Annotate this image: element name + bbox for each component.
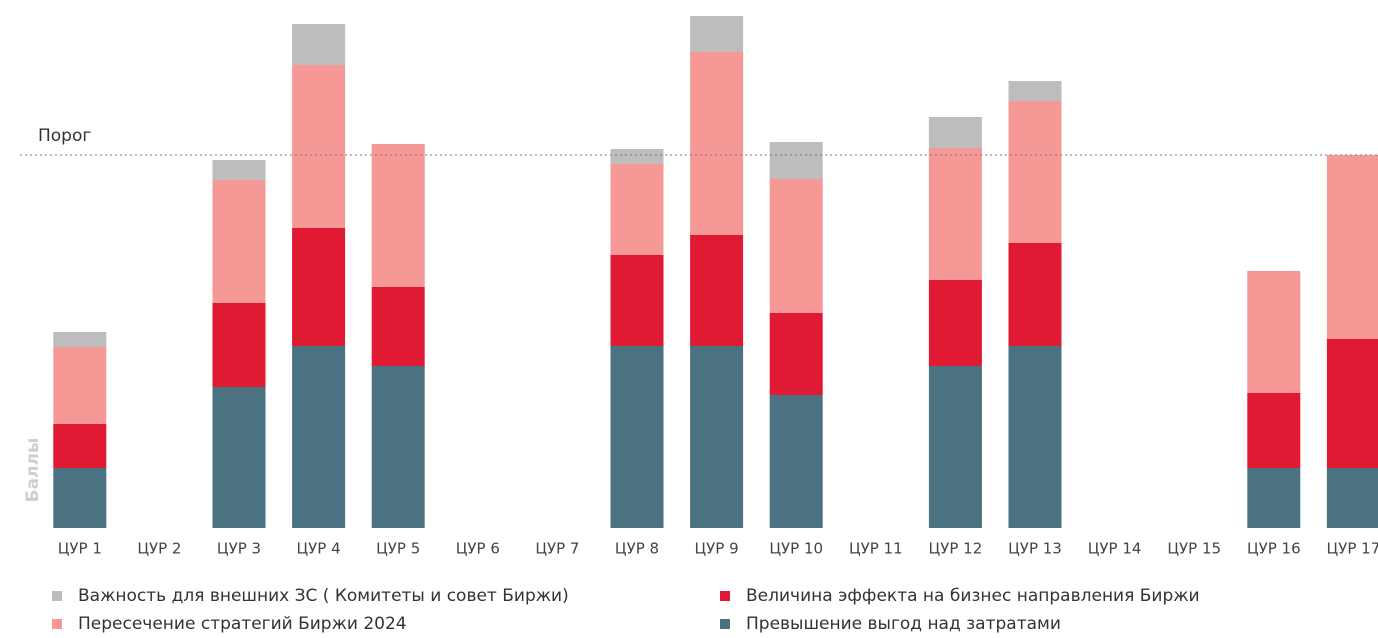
legend-label: Величина эффекта на бизнес направления Б… [746, 586, 1200, 606]
legend-swatch [52, 619, 62, 629]
bar-segment [1326, 339, 1378, 468]
bar-segment [53, 424, 107, 468]
x-tick-label: ЦУР 1 [58, 540, 102, 558]
bar-segment [212, 387, 266, 528]
bar-segment [1326, 155, 1378, 339]
bar-segment [610, 255, 664, 346]
bar-segment [292, 346, 346, 528]
bar-segment [292, 65, 346, 228]
bar-segment [1247, 468, 1301, 528]
bar-segment [690, 346, 744, 528]
x-tick-label: ЦУР 10 [769, 540, 823, 558]
threshold-label: Порог [38, 126, 91, 146]
legend-label: Превышение выгод над затратами [746, 614, 1061, 634]
bar-segment [1247, 393, 1301, 468]
bar-segment [371, 144, 425, 287]
bar-segment [212, 303, 266, 387]
bar-segment [769, 395, 823, 528]
x-tick-label: ЦУР 9 [695, 540, 739, 558]
bar-segment [769, 142, 823, 179]
legend-swatch [52, 591, 62, 601]
bar-segment [1008, 81, 1062, 101]
bar-segment [928, 148, 982, 280]
x-tick-label: ЦУР 8 [615, 540, 659, 558]
bar-segment [212, 180, 266, 303]
legend-label: Пересечение стратегий Биржи 2024 [78, 614, 407, 634]
bar-segment [371, 287, 425, 366]
x-tick-label: ЦУР 17 [1327, 540, 1378, 558]
bar-segment [610, 346, 664, 528]
bar-segment [690, 16, 744, 52]
bar-segment [53, 468, 107, 528]
x-tick-label: ЦУР 11 [849, 540, 903, 558]
x-tick-label: ЦУР 13 [1008, 540, 1062, 558]
legend-swatch [720, 619, 730, 629]
x-tick-label: ЦУР 5 [376, 540, 420, 558]
bar-segment [53, 347, 107, 424]
legend-label: Важность для внешних ЗС ( Комитеты и сов… [78, 586, 569, 606]
bar-segment [1008, 101, 1062, 243]
x-tick-label: ЦУР 3 [217, 540, 261, 558]
x-tick-label: ЦУР 14 [1088, 540, 1142, 558]
bar-segment [212, 160, 266, 180]
bar-segment [690, 52, 744, 235]
x-tick-label: ЦУР 4 [297, 540, 341, 558]
bar-segment [292, 228, 346, 346]
x-tick-label: ЦУР 12 [929, 540, 983, 558]
bar-segment [610, 149, 664, 164]
x-tick-label: ЦУР 7 [535, 540, 579, 558]
x-tick-label: ЦУР 2 [137, 540, 181, 558]
bar-segment [769, 179, 823, 313]
bar-segment [292, 24, 346, 65]
legend-swatch [720, 591, 730, 601]
bar-segment [1008, 346, 1062, 528]
bar-segment [928, 366, 982, 528]
bar-segment [928, 117, 982, 148]
bar-segment [53, 332, 107, 347]
x-tick-label: ЦУР 6 [456, 540, 500, 558]
bar-segment [928, 280, 982, 366]
bar-segment [1247, 271, 1301, 393]
bar-segment [1326, 468, 1378, 528]
x-tick-label: ЦУР 16 [1247, 540, 1301, 558]
bar-segment [690, 235, 744, 346]
bar-segment [371, 366, 425, 528]
x-tick-label: ЦУР 15 [1167, 540, 1221, 558]
y-axis-label: Баллы [23, 438, 43, 503]
bar-segment [610, 164, 664, 255]
bar-segment [1008, 243, 1062, 346]
bar-segment [769, 313, 823, 395]
